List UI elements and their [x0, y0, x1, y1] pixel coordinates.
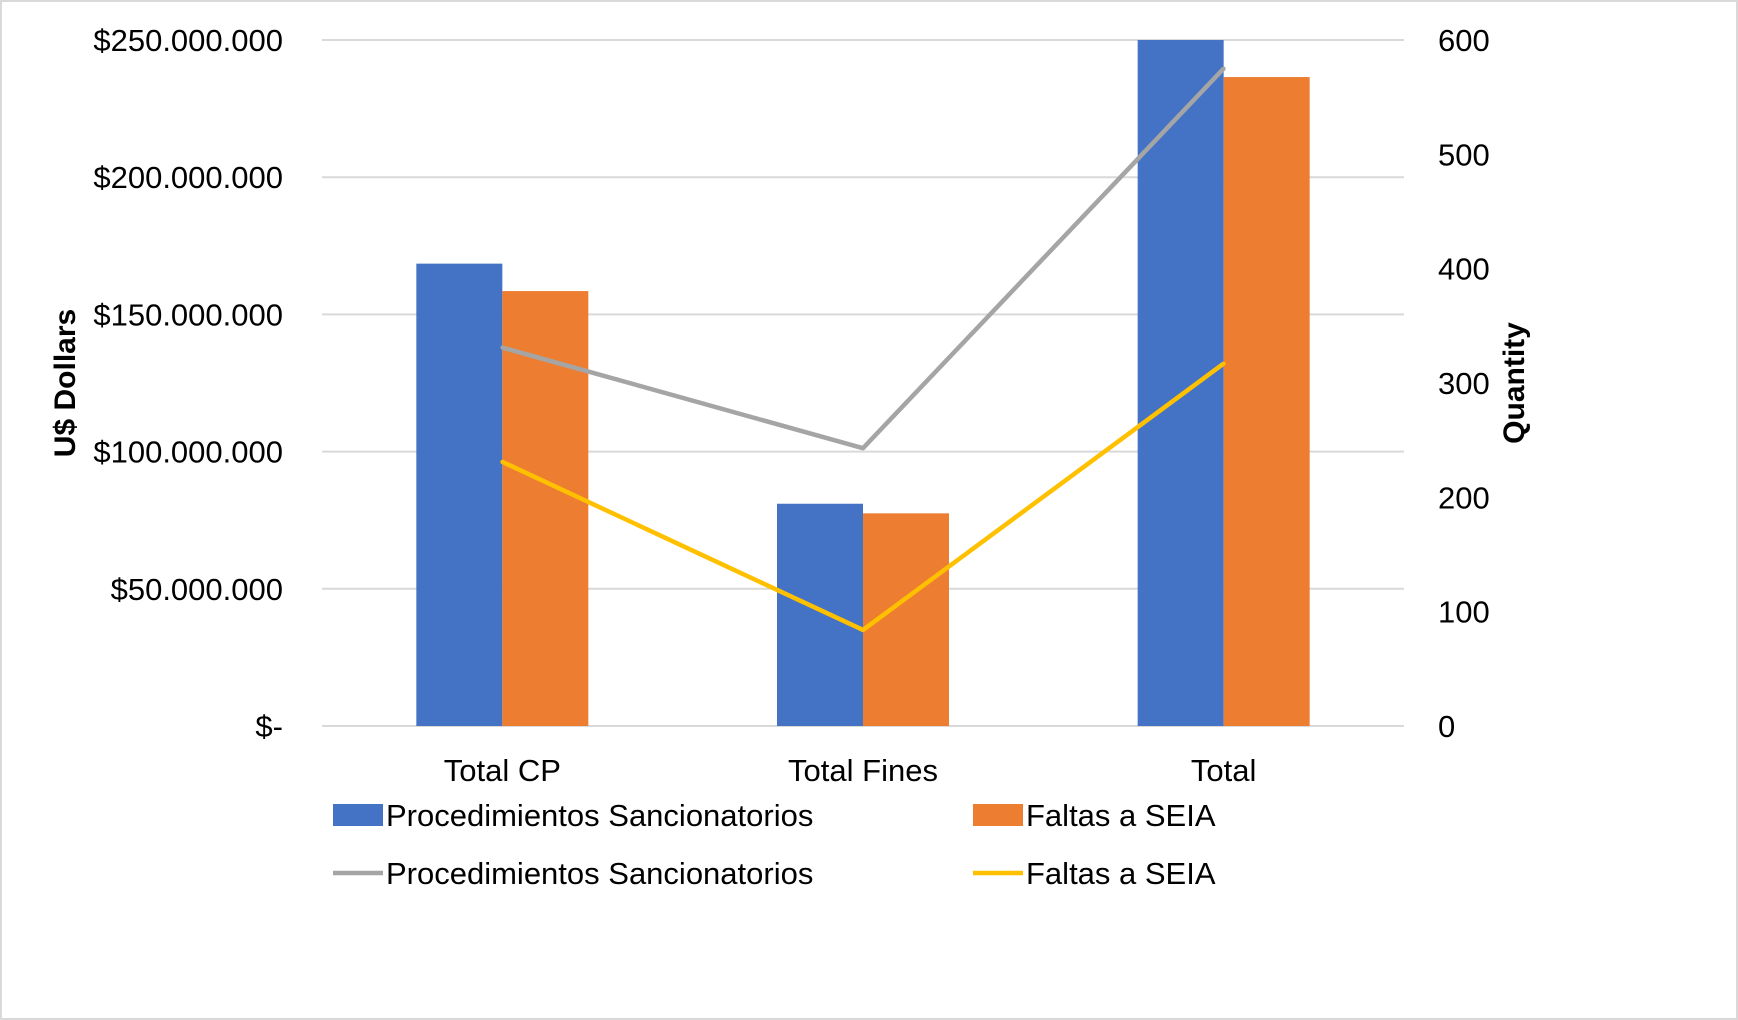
legend-label: Faltas a SEIA: [1026, 856, 1216, 891]
x-category-label: Total: [1191, 753, 1256, 788]
y-left-tick-label: $100.000.000: [93, 435, 283, 470]
x-category-label: Total Fines: [788, 753, 938, 788]
legend-label: Procedimientos Sancionatorios: [386, 856, 813, 891]
legend-label: Faltas a SEIA: [1026, 798, 1216, 833]
bar: [1223, 77, 1310, 726]
y-right-axis-title: Quantity: [1498, 322, 1531, 444]
line-point: [1221, 361, 1226, 366]
y-left-axis-title: U$ Dollars: [49, 309, 82, 457]
y-right-tick-label: 300: [1438, 366, 1490, 401]
bar: [502, 291, 589, 726]
series-line: [501, 67, 1226, 451]
legend-swatch: [973, 804, 1023, 826]
y-right-tick-label: 400: [1438, 252, 1490, 287]
line-point: [500, 345, 505, 350]
y-right-tick-label: 500: [1438, 137, 1490, 172]
line-point: [500, 459, 505, 464]
bar: [416, 263, 503, 726]
line-point: [861, 627, 865, 632]
x-category-label: Total CP: [444, 753, 561, 788]
line-point: [861, 446, 865, 451]
legend-swatch: [333, 804, 383, 826]
y-right-tick-label: 100: [1438, 595, 1490, 630]
bar: [777, 503, 863, 726]
y-left-tick-label: $50.000.000: [111, 572, 283, 607]
legend-label: Procedimientos Sancionatorios: [386, 798, 813, 833]
y-left-tick-label: $250.000.000: [93, 23, 283, 58]
line-point: [1221, 66, 1226, 71]
y-left-tick-label: $-: [255, 709, 283, 744]
y-right-tick-label: 200: [1438, 480, 1490, 515]
y-left-tick-label: $200.000.000: [93, 160, 283, 195]
y-right-tick-label: 600: [1438, 23, 1490, 58]
y-right-tick-label: 0: [1438, 709, 1455, 744]
y-left-tick-label: $150.000.000: [93, 297, 283, 332]
bar: [1137, 40, 1224, 726]
